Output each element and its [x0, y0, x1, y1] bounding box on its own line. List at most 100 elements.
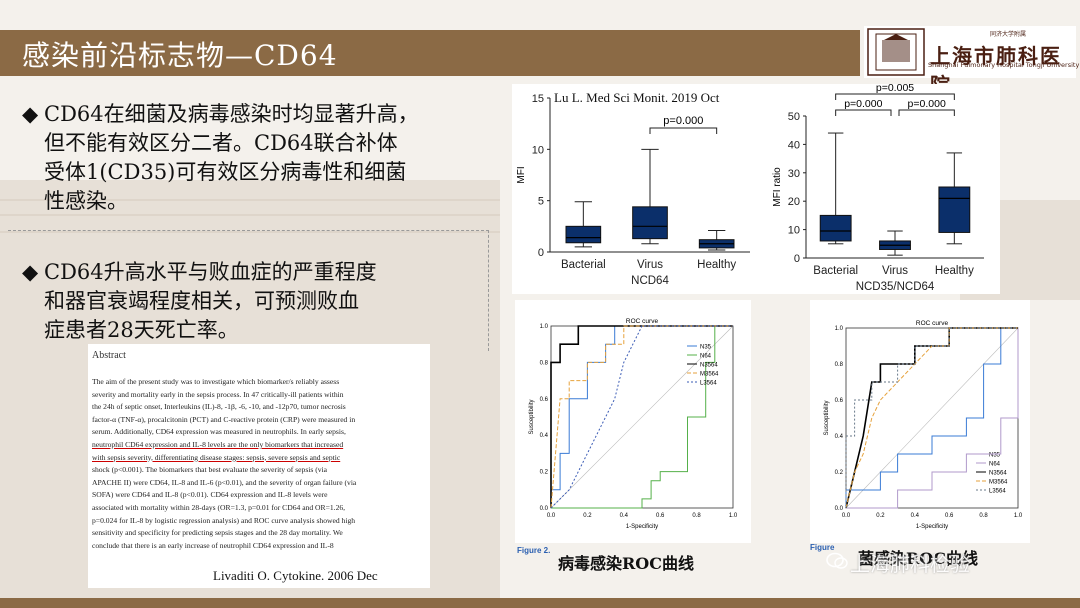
roc-series-n35 [845, 327, 1018, 508]
abstract-line: shock (p<0.001). The biomarkers that bes… [92, 465, 328, 475]
y-tick-label: 15 [532, 93, 544, 105]
bullet-2-line-3: 症患者28天死亡率。 [44, 318, 239, 342]
category-label: Healthy [935, 265, 974, 277]
abstract-line: the 24h of septic onset, Interleukins (I… [92, 402, 346, 412]
x-tick-label: 1.0 [729, 513, 738, 519]
legend-label: N35 [989, 453, 1001, 459]
p-value-label: p=0.000 [844, 98, 882, 110]
diamond-icon: ◆ [22, 102, 39, 126]
y-tick-label: 0.2 [835, 470, 844, 476]
y-tick-label: 0.2 [540, 470, 549, 476]
roc-series-n64 [551, 325, 733, 509]
bullet-1: ◆ CD64在细菌及病毒感染时均显著升高， 但不能有效区分二者。CD64联合补体 … [22, 100, 502, 216]
figure-label-2: Figure [810, 543, 835, 552]
caption-bacterial-roc: 菌感染ROC曲线 [858, 549, 978, 568]
bottom-bar [0, 598, 1080, 608]
y-tick-label: 1.0 [540, 324, 549, 330]
roc-series-m3564 [550, 325, 733, 509]
title-bar [0, 30, 860, 76]
bullet-2-line-2: 和器官衰竭程度相关，可预测败血 [44, 289, 359, 313]
hospital-logo [864, 26, 1076, 78]
abstract-heading: Abstract [92, 350, 126, 361]
y-tick-label: 10 [788, 225, 800, 237]
abstract-panel: Abstract The aim of the present study wa… [88, 344, 430, 588]
category-label: Virus [882, 265, 908, 277]
y-tick-label: 0.4 [540, 433, 549, 439]
bullet-1-line-1: CD64在细菌及病毒感染时均显著升高， [44, 102, 419, 126]
roc-panel-virus: ROC curve 0.0 0.0 0.2 0.2 0.4 0.4 0.6 0.6 0.8 0.8 1… [515, 300, 751, 543]
category-label: Healthy [697, 259, 736, 271]
abstract-line: sensitivity and specificity for predicti… [92, 528, 343, 538]
roc-chart-virus: ROC curve 0.00.0 0.2 0.2 0.4 0.4 0.6 0.6 0.8 0.8 1… [529, 318, 738, 530]
y-tick-label: 0 [794, 253, 800, 265]
legend-label: M3564 [700, 372, 719, 378]
x-tick-label: 0.4 [620, 513, 629, 519]
legend-label: N3564 [700, 363, 718, 369]
abstract-line: conclude that there is an early increase… [92, 540, 334, 550]
p-value-label: p=0.000 [663, 115, 703, 127]
dashed-frame [8, 230, 489, 351]
bullet-1-line-3: 受体1(CD35)可有效区分病毒性和细菌 [44, 160, 407, 184]
category-label: Virus [637, 259, 663, 271]
boxplot-ncd64: 0 5 10 15 MFI Bacterial Virus Healthy NCD64 p=0.0… [516, 93, 750, 287]
roc-series-n64 [846, 328, 1019, 509]
y-tick-label: 5 [538, 196, 544, 208]
x-tick-label: 0.8 [692, 513, 701, 519]
abstract-line: associated with mortality within 28-days… [92, 502, 346, 512]
watermark: 上海肺科检验 [850, 552, 970, 576]
x-tick-label: 0.8 [979, 513, 988, 519]
legend-label: L3564 [700, 381, 717, 387]
roc-series-l3564 [550, 325, 733, 509]
reference-diagonal [845, 327, 1019, 509]
x-axis-label: NCD35/NCD64 [856, 281, 935, 293]
y-axis-label: Susceptibility [824, 400, 830, 435]
y-tick-label: 20 [788, 196, 800, 208]
wechat-icon [826, 552, 848, 569]
y-tick-label: 40 [788, 139, 800, 151]
x-tick-label: 1.0 [1014, 513, 1023, 519]
abstract-line: The aim of the present study was to inve… [92, 377, 340, 386]
box [938, 186, 971, 233]
y-axis-label: MFI [516, 166, 527, 183]
chart-title: ROC curve [626, 318, 659, 325]
category-label: Bacterial [813, 265, 858, 277]
abstract-line: APACHE II) were CD64, IL-8 and IL-6 (p<0… [92, 477, 357, 487]
x-tick-label: 0.2 [583, 513, 592, 519]
logo-english: Shanghai Pulmonary Hospital Tongji Unive… [928, 61, 1080, 69]
p-value-label: p=0.000 [908, 98, 946, 110]
x-tick-label: 0.6 [656, 513, 665, 519]
abstract-line: SOFA) were CD64 and IL-8 (p<0.01). CD64 … [92, 490, 328, 500]
y-axis-label: MFI ratio [772, 167, 783, 207]
y-tick-label: 0.4 [835, 434, 844, 440]
legend-label: N3564 [989, 471, 1007, 477]
slide-title: 感染前沿标志物—CD64 [22, 39, 338, 72]
box [565, 225, 602, 244]
y-tick-label: 0.0 [835, 506, 844, 512]
y-tick-label: 30 [788, 168, 800, 180]
abstract-line: neutrophil CD64 expression and IL-8 leve… [92, 439, 344, 449]
bullet-2: ◆ CD64升高水平与败血症的严重程度 和器官衰竭程度相关，可预测败血 症患者28… [22, 258, 482, 345]
x-tick-label: 0.4 [911, 513, 920, 519]
boxplot-ncd35-ncd64: 0 10 20 30 40 50 MFI ratio Bacterial Virus Health… [772, 82, 984, 293]
significance-bracket [835, 109, 892, 116]
figure-label: Figure 2. [517, 546, 551, 555]
boxplot-panel-1: 0 5 10 15 MFI Bacterial Virus Healthy NCD64 p=0.0… [512, 84, 772, 294]
y-tick-label: 0.8 [835, 362, 844, 368]
legend-label: N64 [700, 354, 712, 360]
boxplot-panel-2: 0 10 20 30 40 50 MFI ratio Bacterial Virus Health… [770, 82, 1000, 294]
p-value-label: p=0.005 [876, 84, 914, 94]
bullet-2-line-1: CD64升高水平与败血症的严重程度 [44, 260, 377, 284]
y-tick-label: 0 [538, 247, 544, 259]
legend-label: L3564 [989, 489, 1006, 495]
box [632, 206, 668, 240]
roc-series-l3564 [845, 327, 1018, 508]
abstract-line: with sepsis severity, differentiating di… [92, 452, 341, 462]
y-tick-label: 1.0 [835, 326, 844, 332]
y-axis-label: Susceptibility [529, 399, 535, 434]
reference-diagonal [550, 325, 734, 509]
bullet-1-line-2: 但不能有效区分二者。CD64联合补体 [44, 131, 398, 155]
roc-series-n3564 [550, 325, 733, 508]
y-tick-label: 50 [788, 111, 800, 123]
legend-label: N35 [700, 345, 712, 351]
category-label: Bacterial [561, 259, 606, 271]
